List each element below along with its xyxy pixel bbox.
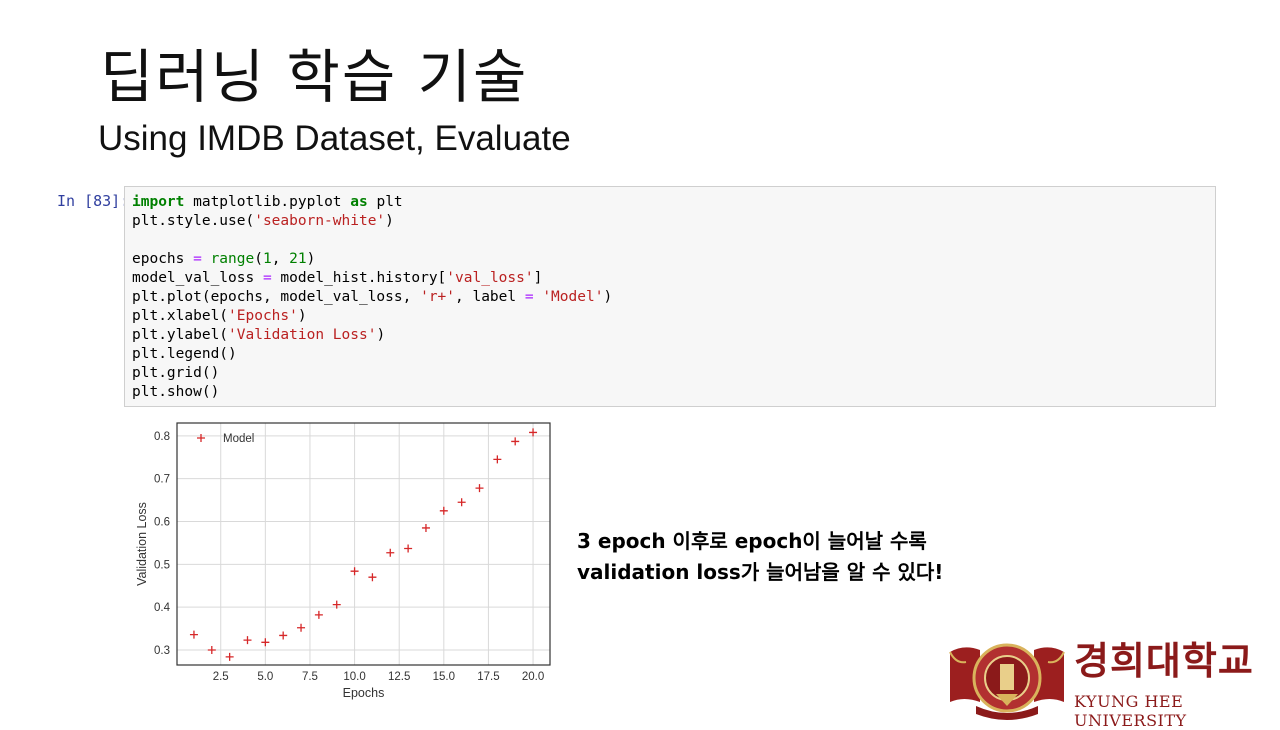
y-tick-label: 0.3 (154, 645, 170, 657)
university-emblem (949, 643, 1065, 720)
y-tick-label: 0.7 (154, 474, 170, 486)
data-point (493, 455, 502, 464)
y-axis-label: Validation Loss (135, 502, 149, 586)
plot-frame (176, 422, 551, 666)
x-tick-label: 17.5 (477, 671, 499, 683)
data-point (314, 610, 323, 619)
x-tick-label: 2.5 (213, 671, 229, 683)
university-logo: 경희대학교 KYUNG HEE UNIVERSITY (946, 636, 1266, 730)
legend-label: Model (223, 433, 254, 445)
data-point (529, 428, 538, 437)
data-point (279, 631, 288, 640)
note-line-2: validation loss가 늘어남을 알 수 있다! (577, 560, 944, 584)
data-point (475, 484, 484, 493)
y-tick-label: 0.8 (154, 431, 170, 443)
data-point (439, 506, 448, 515)
x-axis-label: Epochs (343, 686, 385, 700)
slide-note: 3 epoch 이후로 epoch이 늘어날 수록 validation los… (577, 526, 943, 588)
slide-subtitle: Using IMDB Dataset, Evaluate (98, 119, 571, 158)
code-block[interactable]: import matplotlib.pyplot as plt plt.styl… (132, 194, 613, 400)
legend-marker (197, 434, 205, 442)
cell-prompt: In [83]: (57, 192, 130, 210)
data-point (350, 567, 359, 576)
x-tick-label: 12.5 (388, 671, 410, 683)
x-tick-label: 5.0 (257, 671, 273, 683)
data-point (404, 544, 413, 553)
logo-english-name: KYUNG HEE UNIVERSITY (1074, 692, 1187, 730)
x-tick-label: 20.0 (522, 671, 544, 683)
slide-title: 딥러닝 학습 기술 (100, 43, 529, 111)
data-point (207, 646, 216, 655)
x-tick-label: 10.0 (343, 671, 365, 683)
data-point (261, 638, 270, 647)
data-point (457, 498, 466, 507)
x-tick-label: 15.0 (433, 671, 455, 683)
data-point (368, 573, 377, 582)
note-line-1: 3 epoch 이후로 epoch이 늘어날 수록 (577, 529, 927, 553)
data-point (421, 523, 430, 532)
data-point (332, 600, 341, 609)
data-point (511, 437, 520, 446)
validation-loss-chart: 2.5 5.0 7.5 10.0 12.5 15.0 17.5 20.0 0.3 0.4 0.5 0.… (135, 422, 551, 700)
data-point (225, 652, 234, 661)
data-point (386, 548, 395, 557)
code-cell[interactable]: import matplotlib.pyplot as plt plt.styl… (124, 186, 1216, 407)
data-point (297, 623, 306, 632)
x-tick-label: 7.5 (302, 671, 318, 683)
data-point (243, 636, 252, 645)
y-tick-label: 0.5 (154, 559, 170, 571)
logo-korean-name: 경희대학교 (1074, 639, 1254, 683)
data-point (189, 630, 198, 639)
y-tick-label: 0.6 (154, 517, 170, 529)
y-tick-label: 0.4 (154, 602, 171, 614)
